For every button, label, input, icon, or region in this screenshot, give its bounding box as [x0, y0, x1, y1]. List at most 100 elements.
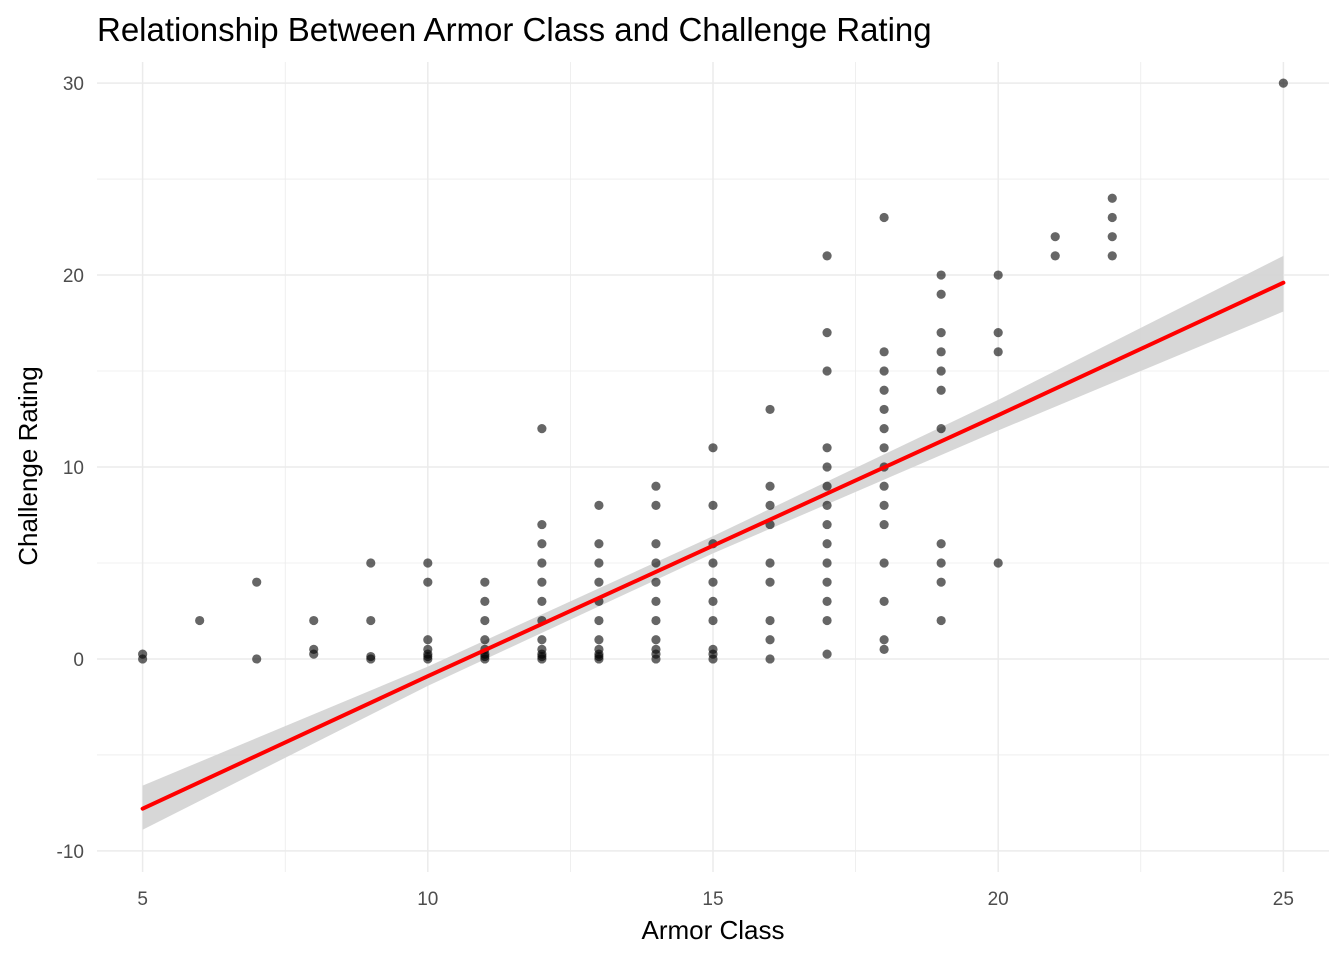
data-point: [708, 615, 718, 626]
y-tick-label: -10: [57, 842, 84, 863]
data-point: [936, 328, 946, 338]
data-point: [1050, 251, 1060, 261]
x-tick-label: 20: [988, 889, 1009, 910]
data-point: [423, 577, 433, 587]
data-point: [537, 635, 547, 645]
data-point: [252, 577, 262, 587]
y-tick-label: 10: [63, 458, 84, 479]
data-point: [879, 644, 889, 654]
y-tick-label: 30: [63, 74, 84, 95]
data-point: [765, 481, 775, 491]
data-point: [366, 558, 376, 568]
data-point: [879, 385, 889, 395]
data-point: [1107, 193, 1117, 203]
data-point: [936, 366, 946, 376]
data-point: [195, 615, 205, 626]
data-point: [651, 615, 661, 626]
data-point: [765, 654, 775, 664]
data-point: [993, 270, 1003, 280]
data-point: [765, 635, 775, 645]
data-point: [480, 654, 490, 664]
data-point: [822, 615, 832, 626]
data-point: [537, 519, 547, 530]
data-point: [936, 615, 946, 626]
x-tick-label: 5: [137, 889, 148, 910]
data-point: [537, 596, 547, 606]
data-point: [423, 635, 433, 645]
chart-title: Relationship Between Armor Class and Cha…: [97, 11, 932, 48]
data-point: [480, 577, 490, 587]
data-point: [879, 596, 889, 606]
data-point: [423, 558, 433, 568]
data-point: [651, 577, 661, 587]
data-point: [537, 654, 547, 664]
x-tick-label: 15: [702, 889, 723, 910]
trend-line-layer: [140, 280, 1286, 811]
data-point: [1107, 232, 1117, 242]
y-tick-label: 0: [73, 650, 84, 671]
data-point: [1278, 78, 1288, 88]
data-point: [480, 596, 490, 606]
data-point: [594, 558, 604, 568]
data-point: [993, 328, 1003, 338]
data-point: [594, 500, 604, 510]
data-point: [822, 577, 832, 587]
data-point: [936, 558, 946, 568]
data-point: [765, 577, 775, 587]
data-point: [594, 635, 604, 645]
data-point: [651, 654, 661, 664]
data-point: [936, 577, 946, 587]
data-point: [879, 404, 889, 415]
data-point: [1050, 232, 1060, 242]
data-point: [366, 615, 376, 626]
data-point: [537, 558, 547, 568]
data-point: [822, 500, 832, 510]
data-point: [594, 539, 604, 549]
data-point: [138, 649, 148, 659]
data-point: [366, 654, 376, 664]
data-point: [651, 500, 661, 510]
data-point: [822, 539, 832, 549]
data-point: [480, 635, 490, 645]
data-point: [537, 577, 547, 587]
data-point: [936, 539, 946, 549]
data-point: [993, 347, 1003, 357]
data-point: [708, 558, 718, 568]
data-point: [993, 558, 1003, 568]
data-point: [708, 596, 718, 606]
major-grid: [97, 62, 1329, 872]
data-point: [765, 615, 775, 626]
data-point: [651, 596, 661, 606]
data-point: [936, 347, 946, 357]
data-point: [879, 347, 889, 357]
trend-line: [140, 280, 1286, 811]
data-point: [822, 519, 832, 530]
data-point: [1107, 212, 1117, 223]
data-point: [1107, 251, 1117, 261]
data-points-layer: [138, 78, 1288, 664]
data-point: [480, 615, 490, 626]
data-point: [651, 635, 661, 645]
data-point: [879, 635, 889, 645]
data-point: [822, 558, 832, 568]
data-point: [879, 366, 889, 376]
data-point: [765, 500, 775, 510]
data-point: [936, 289, 946, 299]
data-point: [822, 596, 832, 606]
data-point: [594, 615, 604, 626]
data-point: [537, 424, 547, 434]
data-point: [879, 212, 889, 223]
data-point: [822, 366, 832, 376]
data-point: [651, 558, 661, 568]
data-point: [822, 649, 832, 659]
data-point: [708, 443, 718, 453]
data-point: [537, 539, 547, 549]
data-point: [822, 328, 832, 338]
data-point: [594, 654, 604, 664]
data-point: [708, 654, 718, 664]
data-point: [879, 481, 889, 491]
data-point: [822, 481, 832, 491]
x-axis-title: Armor Class: [641, 915, 784, 945]
data-point: [822, 462, 832, 472]
